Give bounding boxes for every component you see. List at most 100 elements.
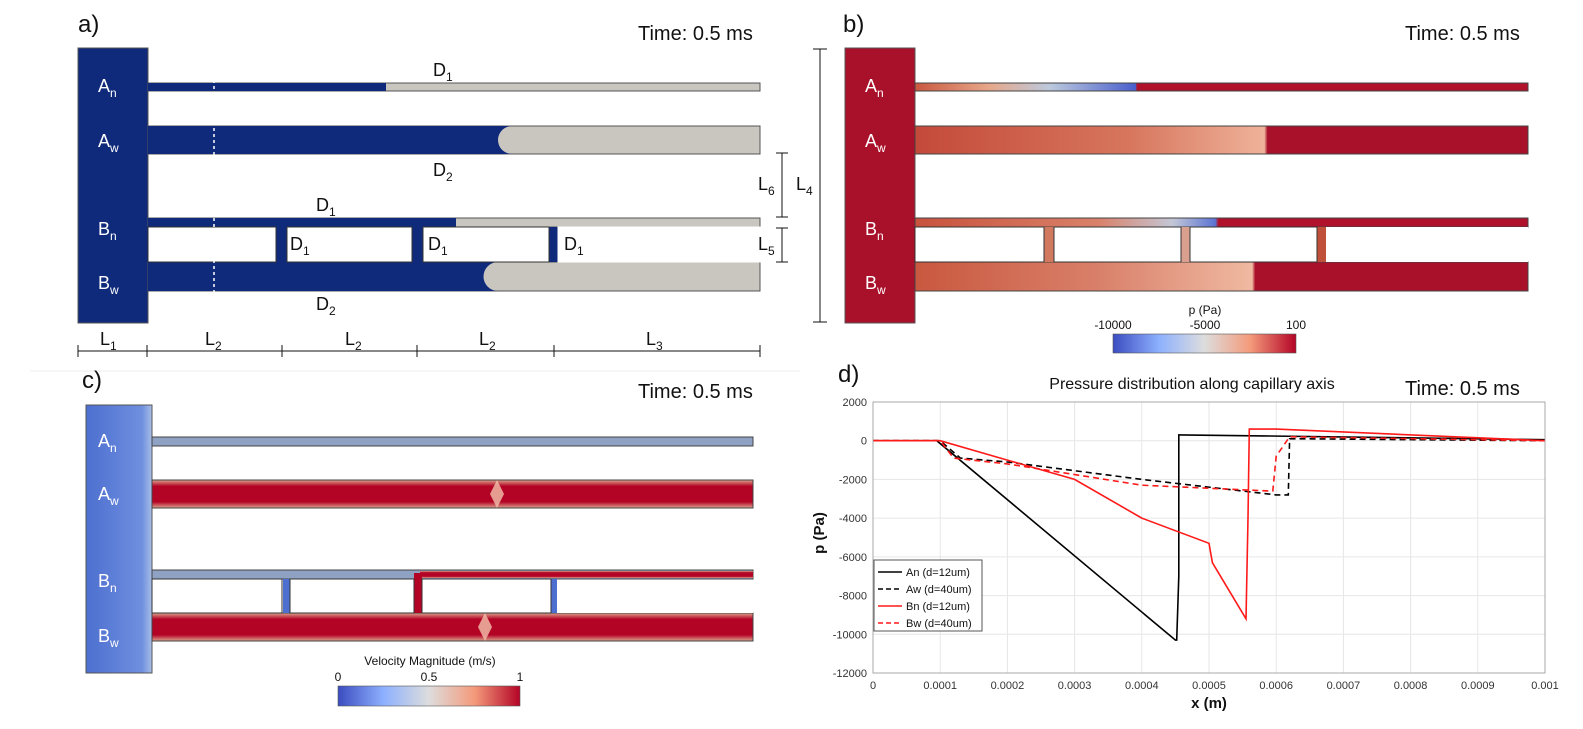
label-b-aw: Aw	[865, 131, 886, 155]
plot-frame	[872, 401, 1546, 674]
interface-marker-bw	[478, 613, 492, 641]
colorbar-c-tick-1: 0.5	[421, 670, 438, 684]
label-b-an: An	[865, 76, 884, 100]
y-tick-label-2: -2000	[839, 474, 867, 486]
interface-marker-aw	[490, 480, 504, 508]
label-d1-bn: D1	[316, 195, 336, 219]
tube-aw-liquid	[148, 126, 512, 154]
panel-d-label: d)	[838, 361, 859, 388]
colorbar-c	[337, 685, 521, 707]
connector-a-1	[276, 227, 287, 262]
connector-c-1	[283, 579, 290, 613]
tube-c-bn-flow	[420, 571, 753, 578]
x-axis-label: x (m)	[1191, 695, 1227, 712]
block-c-2	[289, 578, 415, 614]
label-c-an: An	[98, 431, 117, 455]
connector-c-2	[414, 573, 422, 613]
series-line-1	[873, 437, 1546, 496]
label-l4: L4	[796, 174, 813, 198]
x-tick-label-9: 0.0009	[1461, 680, 1495, 692]
tube-bn-liquid	[148, 218, 456, 227]
reservoir-a	[77, 47, 149, 324]
legend-label-0: An (d=12um)	[906, 567, 970, 579]
label-l2-1: L2	[205, 329, 222, 353]
series-line-0	[873, 434, 1546, 641]
label-d1-an: D1	[433, 60, 453, 84]
y-tick-label-5: -8000	[839, 591, 867, 603]
y-axis-label: p (Pa)	[811, 512, 828, 554]
tube-b-bw	[914, 261, 1529, 292]
tube-an-liquid	[148, 83, 386, 91]
label-c-aw: Aw	[98, 484, 119, 508]
colorbar-b-tick-2: 100	[1286, 318, 1306, 332]
label-l6: L6	[758, 174, 775, 198]
block-b-2	[1053, 226, 1182, 263]
series-line-2	[873, 428, 1546, 622]
label-l5: L5	[758, 234, 775, 258]
label-an: An	[98, 76, 117, 100]
x-tick-label-4: 0.0004	[1125, 680, 1159, 692]
chart-legend: An (d=12um) Aw (d=40um) Bn (d=12um) Bw (d=4…	[873, 559, 983, 632]
label-d1-c1: D1	[290, 234, 310, 258]
colorbar-b-tick-0: -10000	[1094, 318, 1132, 332]
chart-lines	[873, 428, 1546, 641]
colorbar-b	[1112, 333, 1297, 354]
block-c-1	[151, 578, 283, 614]
colorbar-c-tick-0: 0	[335, 670, 342, 684]
colorbar-b-title: p (Pa)	[1189, 303, 1222, 317]
block-b-1	[914, 226, 1045, 263]
label-d1-c2: D1	[428, 234, 448, 258]
block-c-4	[557, 580, 753, 613]
connector-a-3	[549, 227, 558, 262]
y-tick-label-6: -10000	[833, 629, 867, 641]
tube-c-aw	[151, 479, 754, 509]
colorbar-b-tick-1: -5000	[1190, 318, 1221, 332]
series-line-3	[873, 435, 1546, 492]
y-tick-label-3: -4000	[839, 513, 867, 525]
block-a-1	[147, 226, 277, 263]
legend-label-3: Bw (d=40um)	[906, 618, 972, 630]
panel-a: a) Time: 0.5 ms An Aw Bn Bw D1 D2	[77, 11, 827, 357]
tube-c-bw	[151, 612, 754, 642]
legend-label-2: Bn (d=12um)	[906, 601, 970, 613]
x-tick-label-2: 0.0002	[991, 680, 1025, 692]
panel-a-time: Time: 0.5 ms	[638, 23, 753, 45]
panel-d-time: Time: 0.5 ms	[1405, 378, 1520, 400]
x-tick-label-0: 0	[870, 680, 876, 692]
label-bn: Bn	[98, 219, 117, 243]
chart-grid	[872, 401, 1546, 674]
y-tick-label-4: -6000	[839, 552, 867, 564]
x-tick-label-1: 0.0001	[923, 680, 957, 692]
block-a-3	[422, 226, 550, 263]
panel-b: b) Time: 0.5 ms An Aw Bn Bw p (Pa) -1000…	[843, 11, 1529, 354]
x-tick-label-10: 0.001	[1531, 680, 1559, 692]
x-tick-label-7: 0.0007	[1327, 680, 1361, 692]
colorbar-c-title: Velocity Magnitude (m/s)	[364, 654, 495, 668]
x-tick-label-3: 0.0003	[1058, 680, 1092, 692]
x-tick-label-6: 0.0006	[1259, 680, 1293, 692]
label-bw: Bw	[98, 273, 119, 297]
panel-a-label: a)	[78, 11, 99, 38]
label-l1: L1	[100, 329, 117, 353]
connector-b-3	[1317, 227, 1326, 262]
panel-d: d) Time: 0.5 ms Pressure distribution al…	[811, 361, 1559, 712]
chart-title: Pressure distribution along capillary ax…	[1049, 376, 1334, 393]
block-c-3	[421, 578, 552, 614]
panel-b-label: b)	[843, 11, 864, 38]
tube-b-aw	[914, 125, 1529, 155]
label-d1-c3: D1	[564, 234, 584, 258]
label-aw: Aw	[98, 131, 119, 155]
connector-a-2	[412, 227, 423, 262]
tube-bw-liquid	[148, 262, 498, 291]
label-c-bn: Bn	[98, 571, 117, 595]
panel-c-time: Time: 0.5 ms	[638, 381, 753, 403]
chart-ticks: 0 0.0001 0.0002 0.0003 0.0004 0.0005 0.0006 0.0…	[833, 397, 1559, 692]
block-b-3	[1189, 226, 1318, 263]
label-b-bn: Bn	[865, 219, 884, 243]
block-a-4	[557, 226, 761, 263]
label-c-bw: Bw	[98, 626, 119, 650]
connector-b-2	[1181, 227, 1190, 262]
connector-b-1	[1044, 227, 1054, 262]
y-tick-label-1: 0	[861, 436, 867, 448]
